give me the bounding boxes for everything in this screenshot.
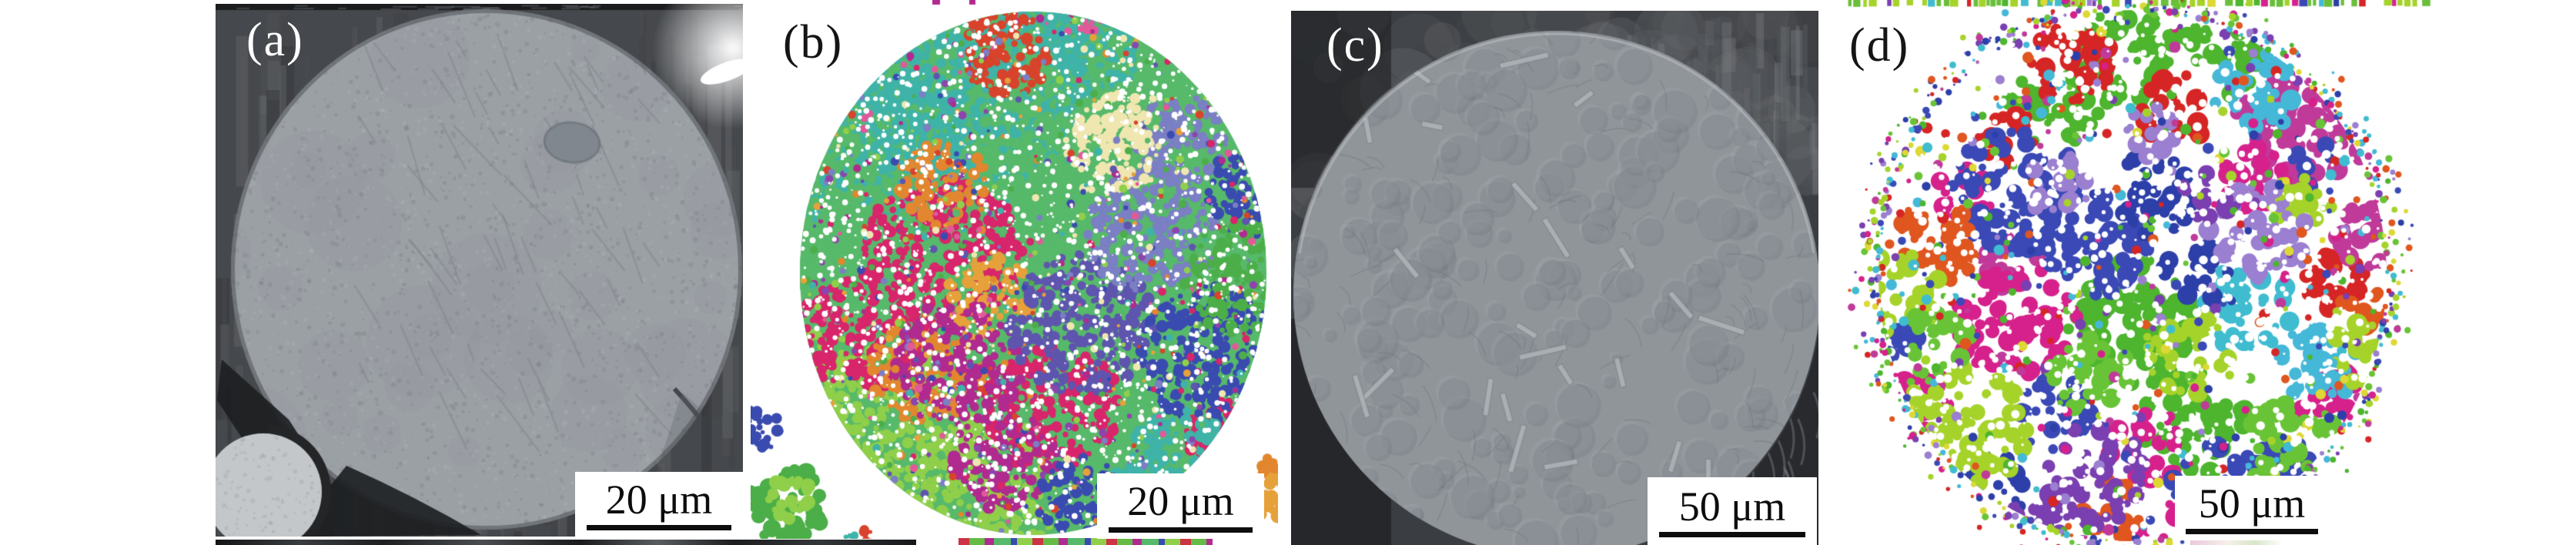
scalebar-d: 50 μm: [2175, 476, 2329, 540]
cropped-sliver-below-a: [216, 540, 916, 545]
scalebar-d-text: 50 μm: [2198, 480, 2306, 527]
panel-c-label: (c): [1326, 19, 1384, 72]
panel-d-label: (d): [1849, 19, 1910, 72]
sem-micrograph-c: [1291, 11, 1818, 545]
panel-a: (a) 20 μm: [216, 4, 743, 537]
panel-d: (d) 50 μm: [1825, 0, 2448, 545]
scalebar-b: 20 μm: [1097, 473, 1264, 539]
scalebar-d-line: [2186, 529, 2318, 535]
cropped-sliver-below-b: [958, 538, 1213, 545]
sem-micrograph-a: [216, 4, 743, 537]
cropped-strip-above-c: [1291, 0, 1823, 7]
panel-a-label: (a): [246, 14, 304, 66]
scalebar-c-line: [1659, 532, 1805, 538]
scalebar-a-text: 20 μm: [605, 476, 713, 523]
scalebar-b-text: 20 μm: [1127, 478, 1234, 525]
scalebar-c: 50 μm: [1648, 477, 1817, 545]
panel-c: (c) 50 μm: [1291, 11, 1818, 545]
panel-b: (b) 20 μm: [751, 0, 1278, 539]
panel-b-label: (b): [783, 16, 844, 69]
scalebar-a-line: [587, 525, 731, 531]
scalebar-a: 20 μm: [575, 472, 743, 537]
ebsd-map-b: [751, 0, 1278, 539]
ebsd-map-d: [1825, 0, 2448, 545]
cropped-sliver-below-d: [2190, 540, 2283, 545]
scalebar-c-text: 50 μm: [1678, 483, 1786, 530]
scalebar-b-line: [1109, 527, 1253, 533]
